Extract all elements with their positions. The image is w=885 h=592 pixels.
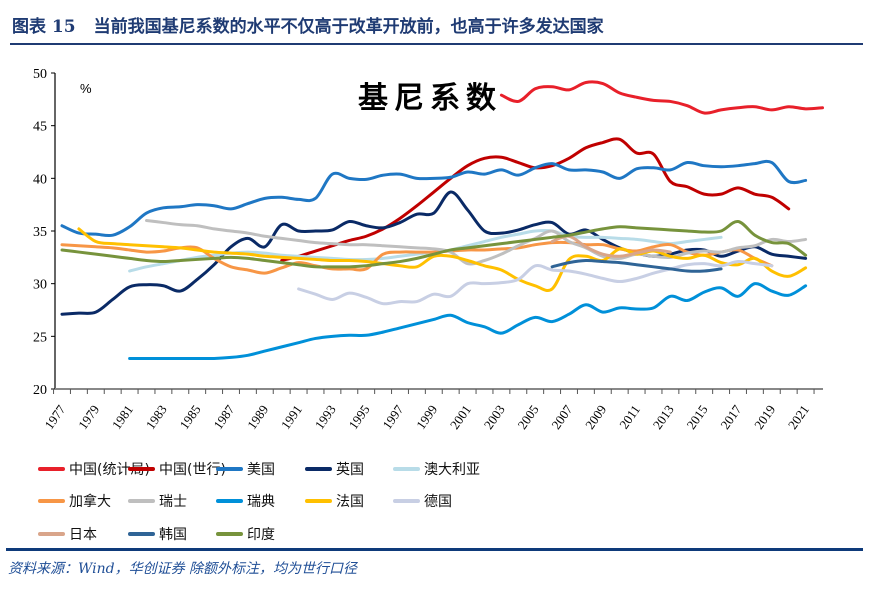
- series-line: [280, 137, 791, 262]
- x-tick-label: 2021: [785, 402, 812, 432]
- x-tick-label: 1999: [413, 402, 440, 432]
- y-axis-unit: %: [80, 81, 92, 96]
- series-line: [550, 258, 723, 273]
- x-tick-label: 2009: [582, 402, 609, 432]
- series-line: [550, 234, 672, 258]
- series-line: [77, 227, 808, 293]
- x-tick-label: 1997: [379, 402, 406, 432]
- x-tick-label: 1985: [176, 402, 203, 432]
- series-line: [499, 80, 824, 115]
- x-tick-label: 2015: [683, 402, 710, 432]
- y-tick-label: 30: [33, 278, 47, 293]
- x-tick-label: 1989: [244, 402, 271, 432]
- footer-divider: [6, 548, 863, 551]
- x-tick-label: 1987: [210, 402, 237, 432]
- y-tick-label: 20: [33, 383, 47, 398]
- y-tick-label: 45: [33, 120, 47, 135]
- y-tick-label: 25: [33, 330, 47, 345]
- x-tick-label: 1979: [75, 402, 102, 432]
- x-tick-label: 2011: [616, 402, 643, 432]
- figure-header: 图表 15 当前我国基尼系数的水平不仅高于改革开放前，也高于许多发达国家: [12, 12, 604, 37]
- x-tick-label: 2017: [717, 402, 744, 432]
- series-line: [297, 260, 774, 306]
- header-divider: [10, 43, 863, 45]
- source-note: 资料来源：Wind，华创证券 除额外标注，均为世行口径: [8, 561, 358, 577]
- figure-title: 当前我国基尼系数的水平不仅高于改革开放前，也高于许多发达国家: [93, 17, 604, 37]
- x-tick-label: 1983: [143, 402, 170, 432]
- x-tick-label: 1993: [312, 402, 339, 432]
- series-line: [60, 220, 808, 269]
- x-tick-label: 2019: [751, 402, 778, 432]
- series-line: [60, 159, 808, 238]
- chart-title: 基尼系数: [358, 81, 502, 116]
- x-tick-label: 2013: [650, 402, 677, 432]
- x-tick-label: 1991: [278, 402, 305, 432]
- y-tick-label: 35: [33, 225, 47, 240]
- x-tick-label: 2007: [548, 402, 575, 432]
- x-tick-label: 2005: [514, 402, 541, 432]
- x-tick-label: 2001: [447, 402, 474, 432]
- x-tick-label: 1977: [41, 402, 68, 432]
- x-tick-label: 2003: [481, 402, 508, 432]
- y-tick-label: 40: [33, 172, 47, 187]
- x-tick-label: 1981: [109, 402, 136, 432]
- figure-number: 图表 15: [12, 17, 76, 37]
- series-line: [128, 282, 808, 361]
- x-tick-label: 1995: [345, 402, 372, 432]
- y-tick-label: 50: [33, 67, 47, 82]
